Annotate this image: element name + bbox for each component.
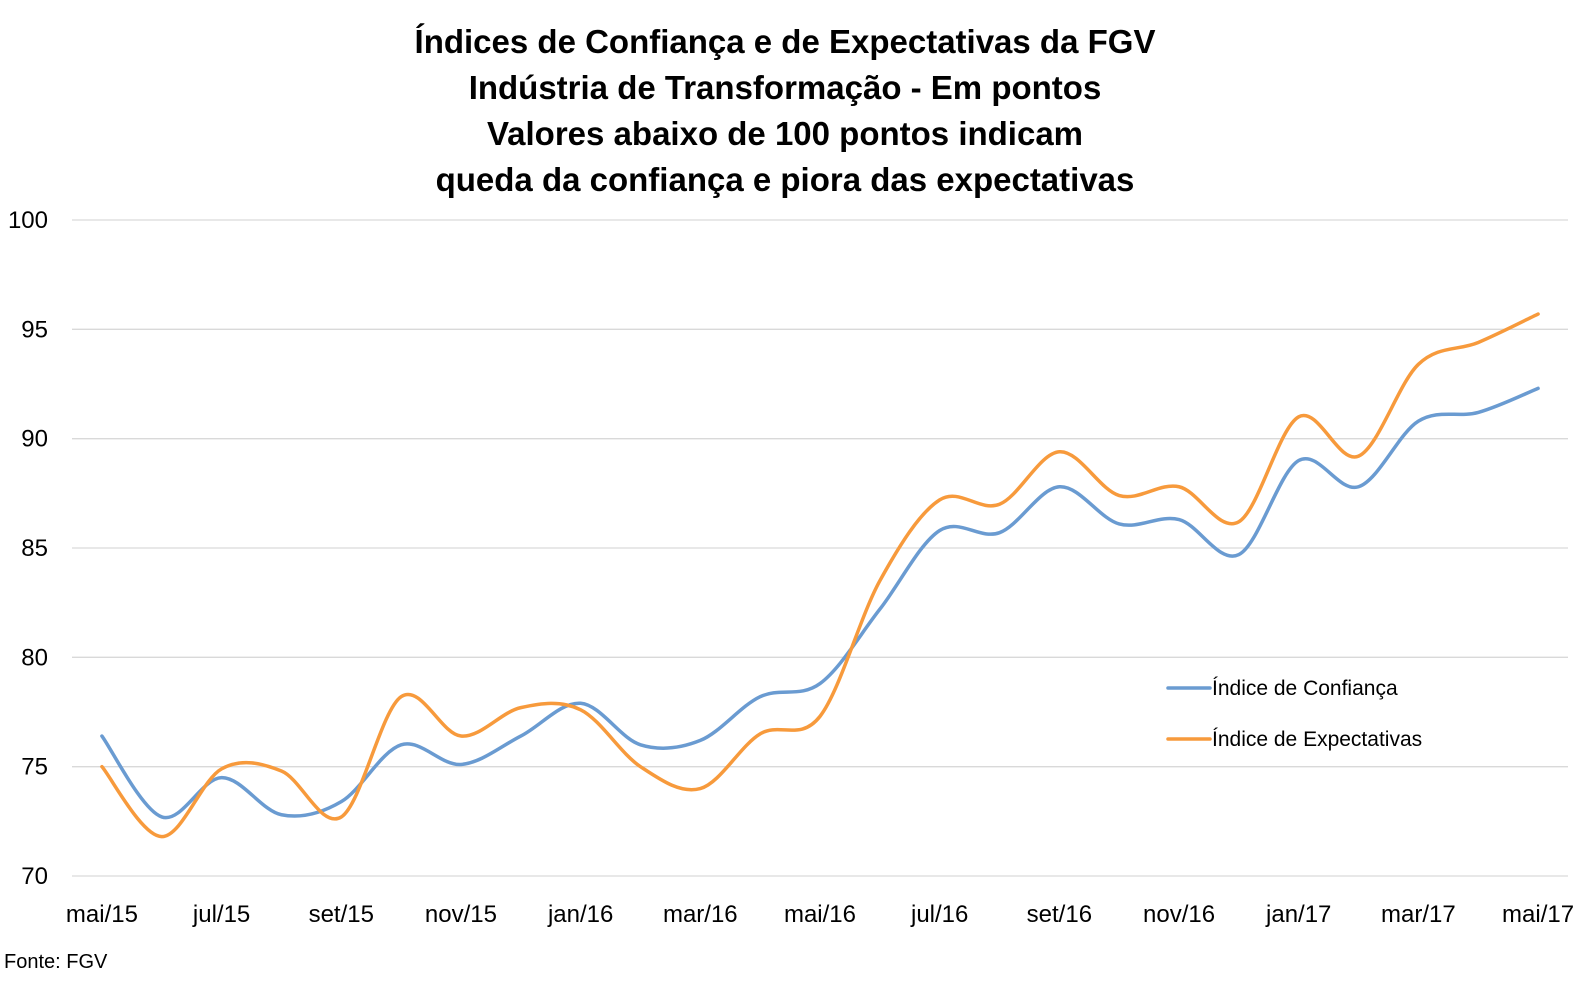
series-lines xyxy=(100,312,1540,839)
x-axis-ticks: mai/15 jul/15 set/15 nov/15 jan/16 mar/16 mai/… xyxy=(66,901,1574,928)
y-tick-label: 95 xyxy=(21,316,48,343)
y-tick-label: 85 xyxy=(21,535,48,562)
x-tick-label: jul/16 xyxy=(910,901,968,928)
chart-title-line: Indústria de Transformação - Em pontos xyxy=(469,69,1102,106)
series-line-0 xyxy=(100,386,1540,820)
x-tick-label: mar/17 xyxy=(1381,901,1456,928)
x-tick-label: mai/16 xyxy=(784,901,856,928)
series-line-1 xyxy=(100,312,1540,839)
x-tick-label: jul/15 xyxy=(192,901,250,928)
y-axis-ticks: 70 75 80 85 90 95 100 xyxy=(8,207,48,890)
x-tick-label: set/16 xyxy=(1027,901,1092,928)
x-tick-label: mai/15 xyxy=(66,901,138,928)
y-tick-label: 80 xyxy=(21,644,48,671)
gridlines xyxy=(72,219,1568,877)
x-tick-label: set/15 xyxy=(309,901,374,928)
x-tick-label: mar/16 xyxy=(663,901,738,928)
legend: Índice de Confiança Índice de Expectativa… xyxy=(1166,677,1422,751)
x-tick-label: jan/17 xyxy=(1265,901,1331,928)
legend-label: Índice de Confiança xyxy=(1212,677,1398,700)
chart-title: Índices de Confiança e de Expectativas d… xyxy=(415,23,1156,198)
y-tick-label: 70 xyxy=(21,863,48,890)
x-tick-label: jan/16 xyxy=(547,901,613,928)
chart-title-line: queda da confiança e piora das expectati… xyxy=(436,161,1135,198)
chart-title-line: Índices de Confiança e de Expectativas d… xyxy=(415,23,1156,60)
y-tick-label: 90 xyxy=(21,426,48,453)
y-tick-label: 100 xyxy=(8,207,48,234)
chart-title-line: Valores abaixo de 100 pontos indicam xyxy=(487,115,1083,152)
x-tick-label: nov/16 xyxy=(1143,901,1215,928)
x-tick-label: nov/15 xyxy=(425,901,497,928)
y-tick-label: 75 xyxy=(21,754,48,781)
legend-label: Índice de Expectativas xyxy=(1212,728,1422,751)
source-note: Fonte: FGV xyxy=(4,951,108,973)
x-tick-label: mai/17 xyxy=(1502,901,1574,928)
